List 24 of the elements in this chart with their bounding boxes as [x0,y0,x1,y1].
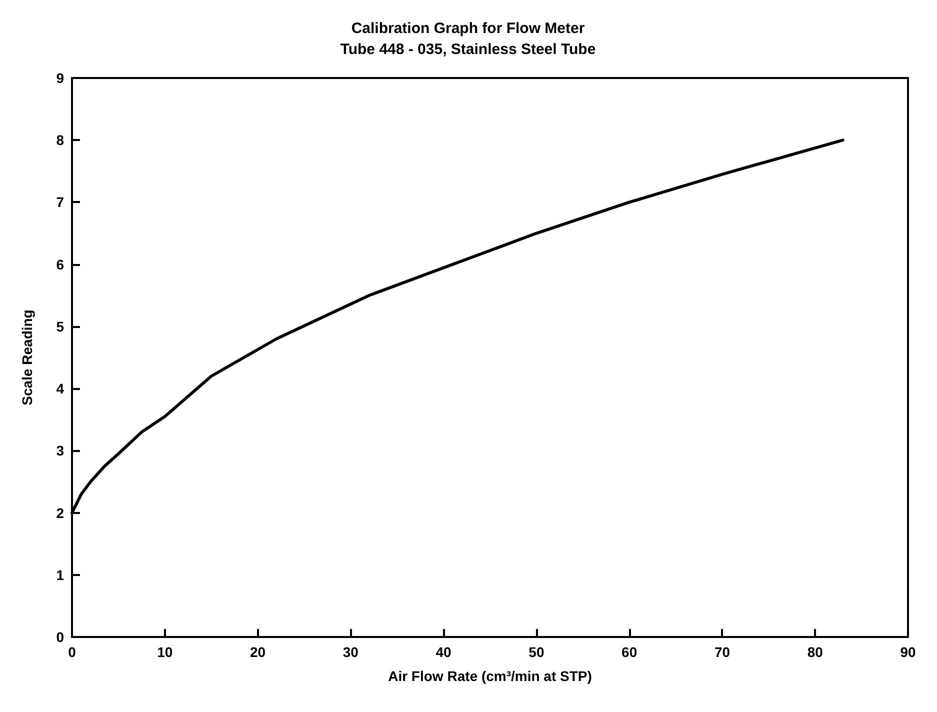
y-tick-label: 4 [56,380,64,397]
x-tick-label: 60 [622,644,638,660]
x-tick-label: 40 [436,644,452,660]
y-tick-label: 8 [56,132,64,148]
x-tick-label: 80 [807,644,824,660]
y-tick-label: 0 [56,629,64,645]
x-tick-label: 0 [68,644,76,660]
y-tick-label: 3 [56,442,64,459]
y-tick-label: 5 [56,318,64,334]
x-tick-label: 10 [157,644,173,660]
y-axis-title: Scale Reading [19,310,35,406]
y-tick-label: 9 [56,70,64,86]
y-tick-label: 7 [56,194,64,210]
x-tick-label: 30 [342,644,359,660]
y-tick-label: 6 [56,256,64,272]
y-tick-label: 2 [56,504,64,521]
x-tick-label: 90 [900,644,916,660]
x-tick-label: 50 [528,644,544,660]
x-axis-title: Air Flow Rate (cm³/min at STP) [388,668,592,684]
x-tick-label: 70 [714,644,730,660]
x-tick-label: 20 [250,644,266,660]
chart-subtitle: Tube 448 - 035, Stainless Steel Tube [340,41,596,58]
y-tick-label: 1 [56,566,64,583]
chart-title: Calibration Graph for Flow Meter [351,20,585,37]
